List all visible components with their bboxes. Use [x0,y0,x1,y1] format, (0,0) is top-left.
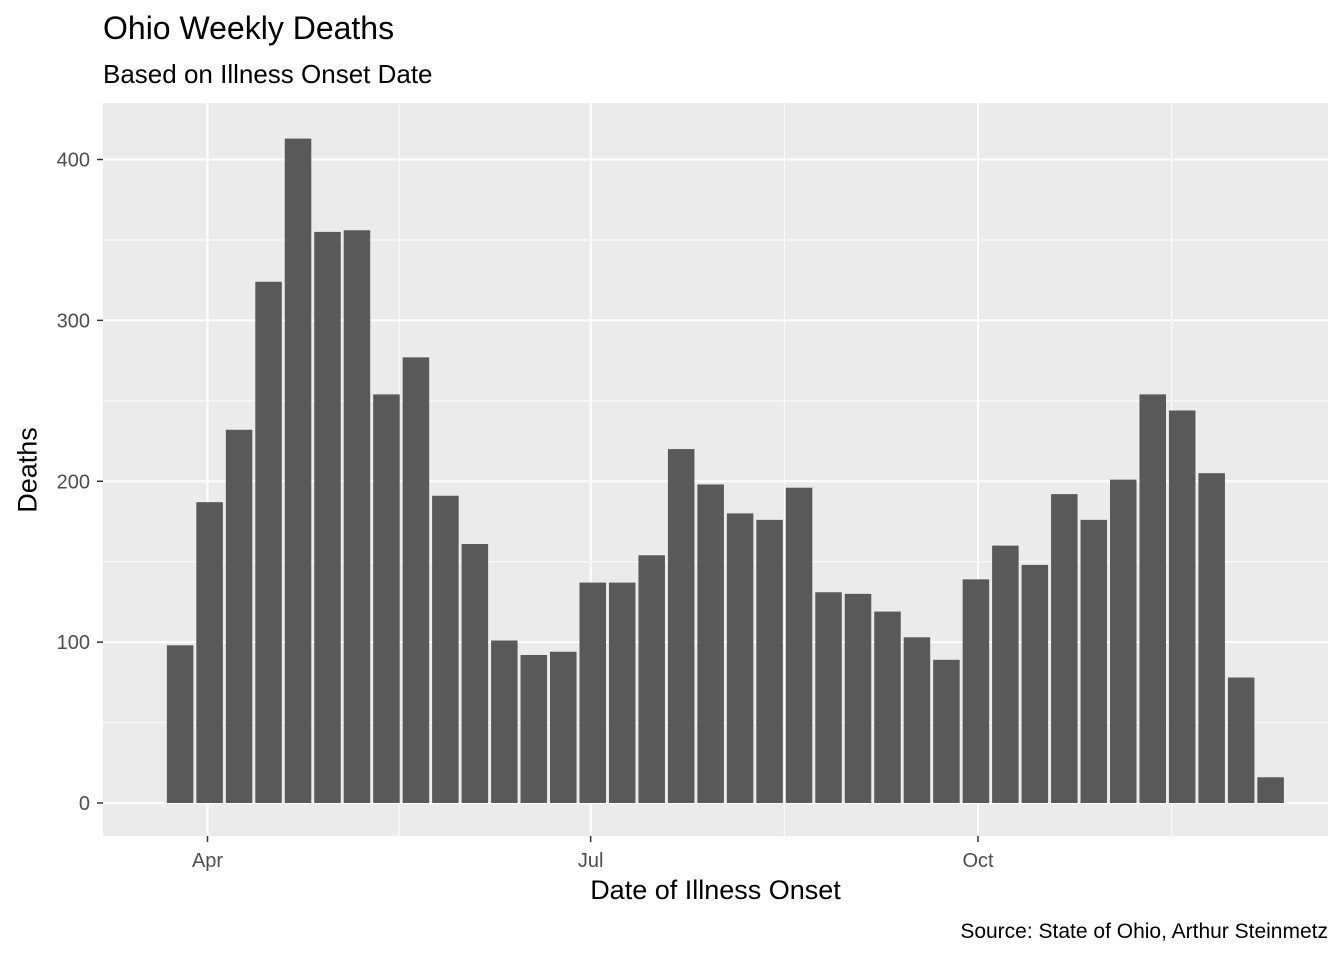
bar [402,357,430,803]
bar [608,582,636,803]
bar [844,593,872,803]
bar [903,637,931,803]
y-tick-label: 200 [57,471,90,493]
bar [933,659,960,803]
chart-title: Ohio Weekly Deaths [103,10,395,46]
bar [785,487,813,803]
bar [284,138,312,803]
y-tick-label: 0 [79,793,90,815]
x-tick-label: Oct [962,850,994,872]
bar [962,579,990,803]
bar [667,449,695,803]
bar [726,513,754,803]
bar [520,654,548,803]
x-axis-label: Date of Illness Onset [590,875,841,905]
bar [1051,494,1078,803]
bar [1109,479,1137,803]
bar [1198,473,1225,803]
bar [1021,564,1049,803]
x-tick-label: Apr [192,850,223,872]
y-tick-label: 100 [57,632,90,654]
bar [1227,677,1255,803]
bar [1139,394,1166,803]
bar [225,429,253,803]
bar [314,231,341,804]
bar [1080,519,1108,803]
bar [343,230,371,803]
bar [432,495,459,803]
x-tick-label: Jul [578,850,604,872]
bar [815,592,842,803]
bar [491,640,518,803]
bar [550,651,577,803]
bar [1257,777,1284,803]
bar [992,545,1019,803]
bar [874,611,901,803]
bar [1168,410,1196,803]
y-tick-label: 300 [57,310,90,332]
bar [697,484,724,803]
bar [756,519,783,803]
bar [638,555,665,803]
bar [579,582,607,803]
bar [461,543,489,803]
y-axis-label: Deaths [12,427,43,513]
bar [196,502,223,803]
bar [373,394,400,803]
y-tick-label: 400 [57,150,90,172]
chart-subtitle: Based on Illness Onset Date [103,59,433,89]
bar [166,645,194,803]
bar [255,281,282,803]
chart-caption: Source: State of Ohio, Arthur Steinmetz [960,920,1328,943]
